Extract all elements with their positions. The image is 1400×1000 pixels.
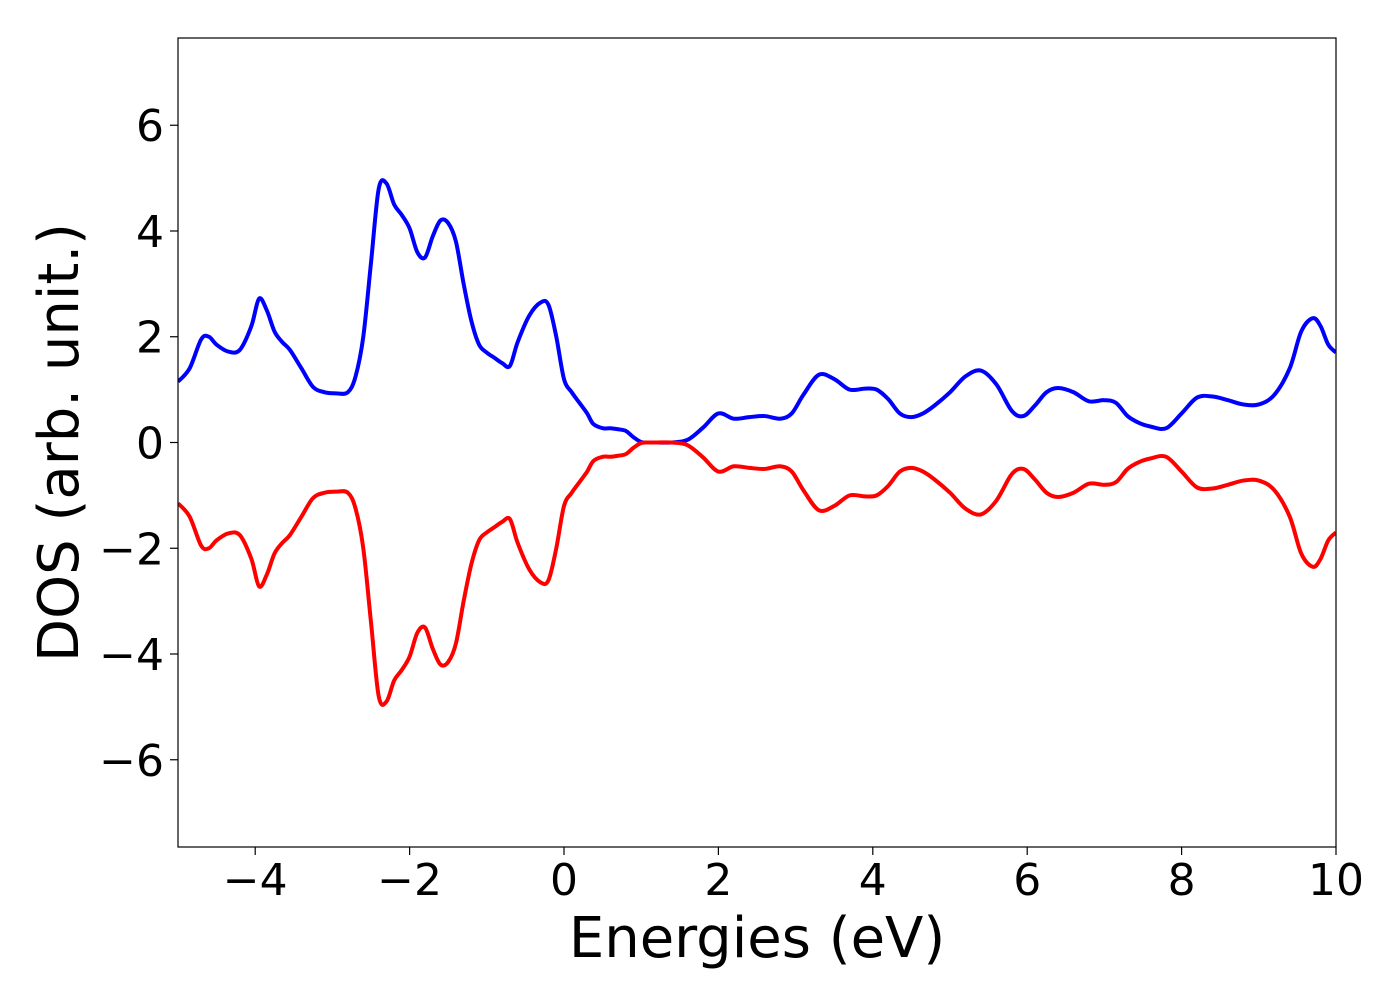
series-layer — [178, 178, 1336, 707]
x-tick-label: 6 — [1013, 855, 1041, 906]
y-tick-label: 2 — [136, 313, 164, 364]
x-tick-label: 10 — [1308, 855, 1364, 906]
y-tick-label: 6 — [136, 101, 164, 152]
x-tick-label: 0 — [550, 855, 578, 906]
x-axis-title: Energies (eV) — [569, 906, 945, 971]
y-tick-label: −4 — [99, 630, 164, 681]
y-axis: −6 −4 −2 0 2 4 6 — [99, 101, 178, 787]
y-axis-title: DOS (arb. unit.) — [27, 223, 92, 662]
series-line-2 — [178, 440, 1336, 707]
y-tick-label: −2 — [99, 524, 164, 575]
x-tick-label: 8 — [1168, 855, 1196, 906]
y-tick-label: 4 — [136, 207, 164, 258]
y-tick-label: 0 — [136, 419, 164, 470]
x-tick-label: −4 — [223, 855, 288, 906]
y-tick-label: −6 — [99, 736, 164, 787]
series-line-1 — [178, 178, 1336, 445]
x-axis: −4 −2 0 2 4 6 8 10 — [223, 847, 1364, 906]
x-tick-label: −2 — [377, 855, 442, 906]
x-tick-label: 2 — [704, 855, 732, 906]
x-tick-label: 4 — [859, 855, 887, 906]
